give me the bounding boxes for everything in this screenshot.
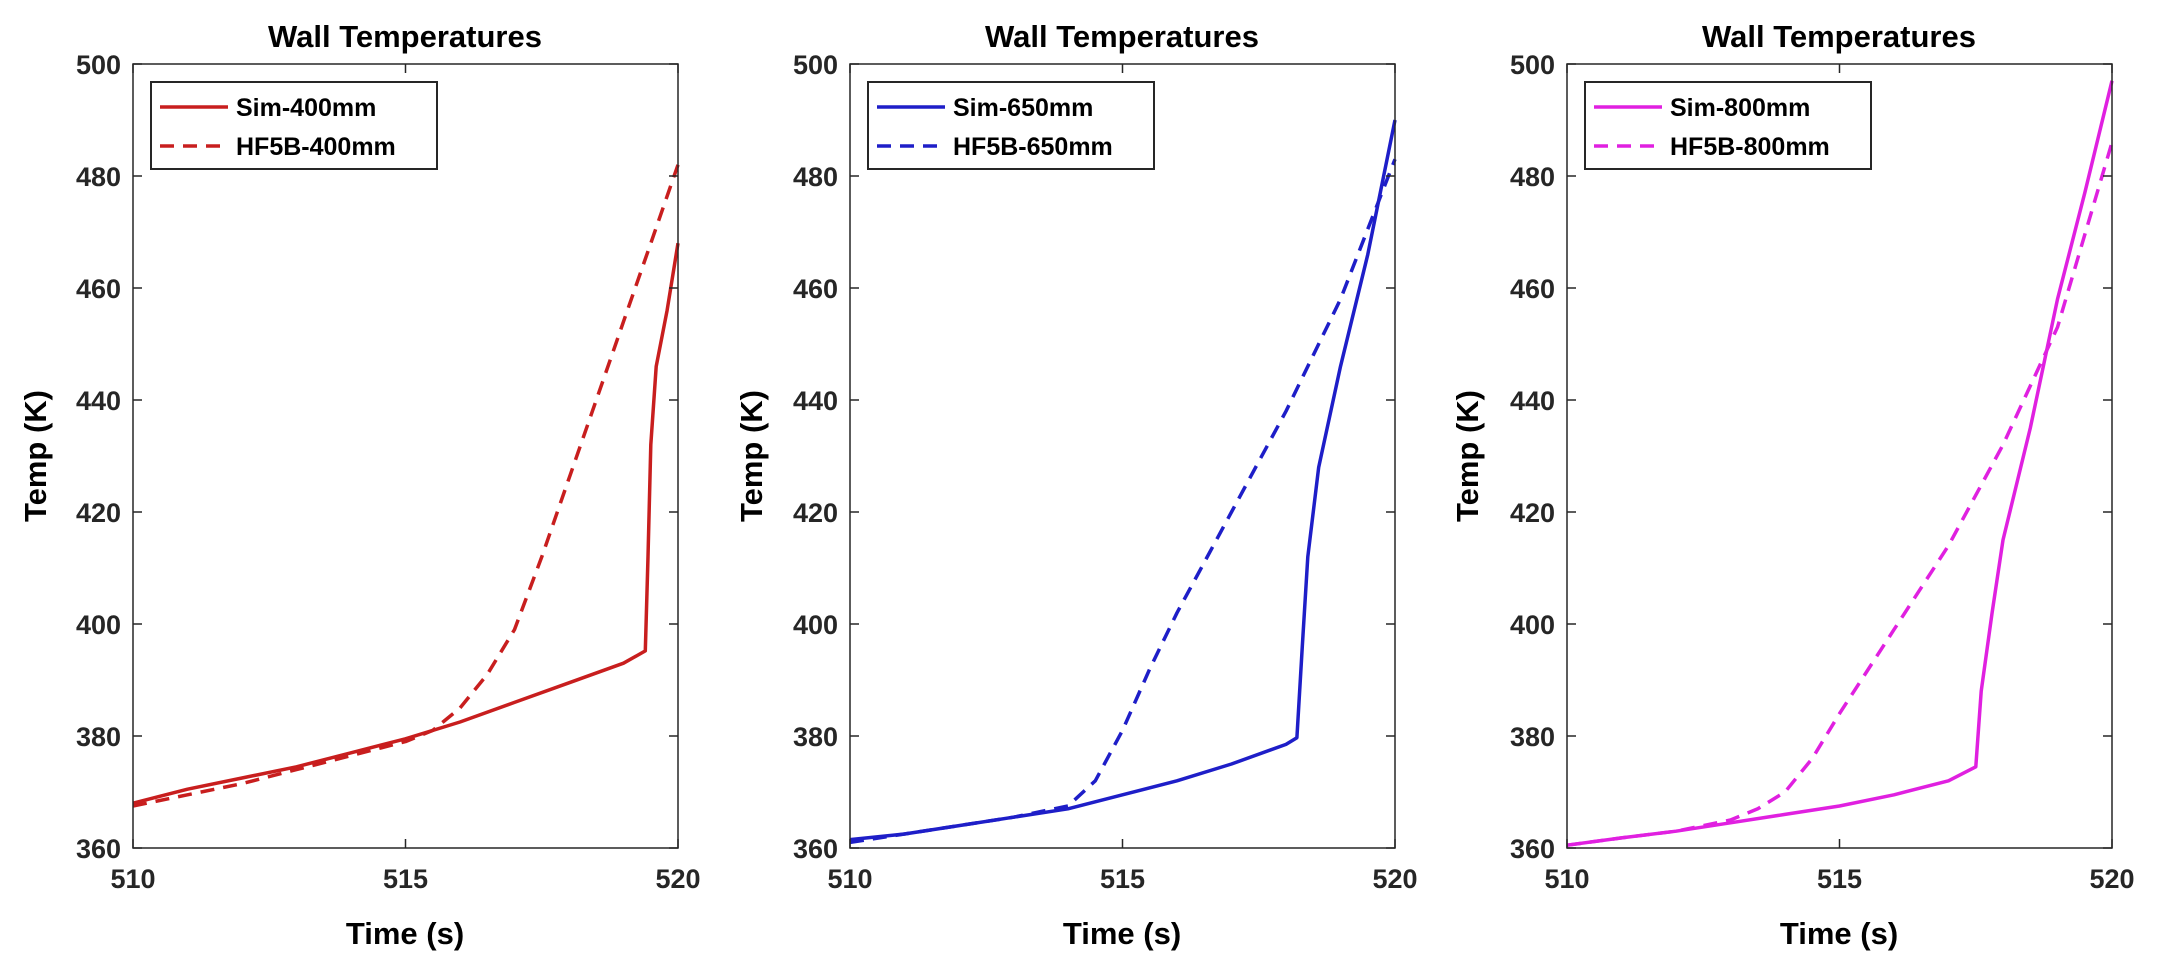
series-layer bbox=[132, 164, 680, 808]
y-tick-label: 360 bbox=[793, 834, 838, 864]
y-tick-label: 500 bbox=[793, 50, 838, 80]
legend-label-sim: Sim-400mm bbox=[236, 94, 376, 122]
chart-title: Wall Temperatures bbox=[985, 19, 1259, 54]
legend: Sim-800mm HF5B-800mm bbox=[1584, 81, 1872, 170]
y-tick-label: 380 bbox=[76, 722, 121, 752]
y-tick-label: 500 bbox=[76, 50, 121, 80]
y-tick-label: 420 bbox=[1510, 498, 1555, 528]
y-tick-label: 380 bbox=[1510, 722, 1555, 752]
y-tick-label: 360 bbox=[1510, 834, 1555, 864]
y-axis-label: Temp (K) bbox=[1450, 390, 1485, 522]
legend-label-hf5b: HF5B-400mm bbox=[236, 133, 396, 161]
axes-box bbox=[1566, 63, 2113, 849]
x-tick-label: 515 bbox=[1100, 864, 1145, 894]
plot-area bbox=[133, 64, 678, 848]
series-line-sim-650mm bbox=[849, 119, 1397, 842]
x-tick-label: 515 bbox=[383, 864, 428, 894]
series-layer bbox=[1566, 80, 2114, 847]
series-line-sim-800mm bbox=[1566, 80, 2114, 847]
y-tick-label: 360 bbox=[76, 834, 121, 864]
legend: Sim-650mm HF5B-650mm bbox=[867, 81, 1155, 170]
x-tick-label: 520 bbox=[1372, 864, 1417, 894]
legend-label-hf5b: HF5B-650mm bbox=[953, 133, 1113, 161]
x-axis-label: Time (s) bbox=[1063, 916, 1181, 951]
series-line-hf5b-400mm bbox=[132, 164, 680, 808]
chart-panel-2: 510 515 520 360 380 400 420 440 460 480 500 Wall T… bbox=[734, 19, 1418, 951]
legend-box bbox=[1584, 81, 1872, 170]
series-layer bbox=[849, 119, 1397, 845]
x-axis-label: Time (s) bbox=[1780, 916, 1898, 951]
legend-label-sim: Sim-800mm bbox=[1670, 94, 1810, 122]
legend: Sim-400mm HF5B-400mm bbox=[150, 81, 438, 170]
ticks-layer: 510 515 520 360 380 400 420 440 460 480 500 bbox=[793, 50, 1418, 894]
y-tick-label: 420 bbox=[793, 498, 838, 528]
y-tick-label: 480 bbox=[1510, 162, 1555, 192]
plot-area bbox=[1567, 64, 2112, 848]
ticks-layer: 510 515 520 360 380 400 420 440 460 480 500 bbox=[1510, 50, 2135, 894]
y-tick-label: 500 bbox=[1510, 50, 1555, 80]
axes-box bbox=[132, 63, 679, 849]
y-tick-label: 440 bbox=[1510, 386, 1555, 416]
y-tick-label: 440 bbox=[793, 386, 838, 416]
legend-box bbox=[867, 81, 1155, 170]
y-tick-label: 420 bbox=[76, 498, 121, 528]
axes-box bbox=[849, 63, 1396, 849]
x-axis-label: Time (s) bbox=[346, 916, 464, 951]
plot-area bbox=[850, 64, 1395, 848]
legend-label-hf5b: HF5B-800mm bbox=[1670, 133, 1830, 161]
x-tick-label: 510 bbox=[1544, 864, 1589, 894]
y-tick-label: 380 bbox=[793, 722, 838, 752]
ticks-layer: 510 515 520 360 380 400 420 440 460 480 500 bbox=[76, 50, 701, 894]
y-tick-label: 400 bbox=[1510, 610, 1555, 640]
chart-panel-3: 510 515 520 360 380 400 420 440 460 480 500 Wall T… bbox=[1450, 19, 2135, 951]
y-tick-label: 480 bbox=[76, 162, 121, 192]
x-tick-label: 520 bbox=[2089, 864, 2134, 894]
y-axis-label: Temp (K) bbox=[18, 390, 53, 522]
series-line-hf5b-650mm bbox=[849, 158, 1397, 845]
x-tick-label: 515 bbox=[1817, 864, 1862, 894]
y-tick-label: 480 bbox=[793, 162, 838, 192]
y-tick-label: 460 bbox=[1510, 274, 1555, 304]
y-tick-label: 400 bbox=[76, 610, 121, 640]
x-tick-label: 520 bbox=[655, 864, 700, 894]
y-tick-label: 460 bbox=[76, 274, 121, 304]
legend-label-sim: Sim-650mm bbox=[953, 94, 1093, 122]
x-tick-label: 510 bbox=[827, 864, 872, 894]
y-tick-label: 400 bbox=[793, 610, 838, 640]
x-tick-label: 510 bbox=[110, 864, 155, 894]
chart-panel-1: 510 515 520 360 380 400 420 440 460 480 500 Wall T… bbox=[18, 19, 701, 951]
series-line-sim-400mm bbox=[132, 242, 680, 805]
legend-box bbox=[150, 81, 438, 170]
chart-title: Wall Temperatures bbox=[1702, 19, 1976, 54]
y-axis-label: Temp (K) bbox=[734, 390, 769, 522]
y-tick-label: 460 bbox=[793, 274, 838, 304]
chart-title: Wall Temperatures bbox=[268, 19, 542, 54]
y-tick-label: 440 bbox=[76, 386, 121, 416]
